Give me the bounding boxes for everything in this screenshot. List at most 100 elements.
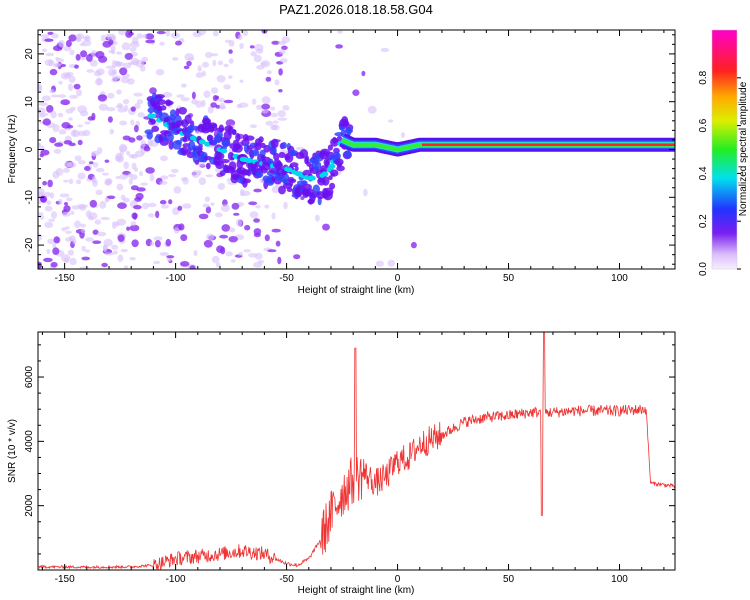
spectrogram-cell bbox=[165, 238, 172, 247]
spectrogram-cell bbox=[68, 178, 74, 185]
spectrogram-cell bbox=[271, 228, 281, 233]
colorbar-tick-label: 0.0 bbox=[698, 262, 709, 276]
spectrogram-cell bbox=[278, 68, 283, 76]
spectrogram-cell bbox=[96, 77, 102, 86]
spectrogram-cell bbox=[80, 223, 86, 228]
spectrogram-cell bbox=[111, 221, 117, 230]
spectrogram-cell bbox=[255, 204, 261, 209]
spectrogram-cell bbox=[201, 99, 206, 107]
spectrogram-cell bbox=[121, 42, 131, 51]
spectrogram-cell bbox=[58, 80, 63, 85]
spectrogram-cell bbox=[41, 48, 48, 53]
spectrogram-cell bbox=[38, 102, 48, 107]
spectrogram-cell bbox=[111, 75, 122, 80]
colorbar: 0.0 0.2 0.4 0.6 0.8 Normalized spectral ampl… bbox=[698, 29, 749, 276]
spectrogram-cell bbox=[235, 218, 243, 227]
spectrogram-cell bbox=[231, 202, 240, 210]
spectrogram-cell bbox=[352, 89, 360, 96]
spectrogram-cell bbox=[264, 204, 270, 209]
spectrogram-cell bbox=[100, 34, 107, 42]
spectrogram-cell bbox=[212, 95, 218, 102]
spectrogram-cell bbox=[147, 140, 154, 147]
spectrogram-cell bbox=[261, 108, 269, 114]
spectrogram-cell bbox=[274, 79, 280, 86]
x-tick-label: -100 bbox=[166, 574, 186, 585]
spectrogram-cell bbox=[249, 211, 259, 219]
spectrogram-cell bbox=[207, 105, 214, 114]
spectrogram-cell bbox=[114, 155, 123, 162]
spectrogram-cell bbox=[363, 188, 368, 197]
x-tick-label: 50 bbox=[503, 574, 515, 585]
spectrogram-cell bbox=[278, 49, 286, 55]
spectrogram-cell bbox=[136, 99, 144, 105]
spectrogram-cell bbox=[177, 205, 183, 211]
spectrogram-cell bbox=[159, 41, 165, 46]
spectrogram-cell bbox=[48, 59, 53, 67]
spectrogram-cell bbox=[116, 51, 123, 55]
spectrogram-cell bbox=[78, 160, 86, 165]
spectrogram-cell bbox=[106, 195, 116, 200]
x-tick-label: -150 bbox=[55, 574, 75, 585]
spectrogram-cell bbox=[175, 139, 182, 145]
spectrogram-cell bbox=[327, 144, 333, 151]
spectrogram-cell bbox=[191, 170, 201, 179]
spectrogram-cell bbox=[280, 58, 288, 63]
spectrogram-cell bbox=[66, 197, 73, 202]
spectrogram-cell bbox=[273, 152, 280, 161]
spectrogram-cell bbox=[123, 62, 132, 69]
spectrogram-cell bbox=[89, 199, 98, 208]
y-tick-label: 0 bbox=[24, 146, 35, 152]
spectrogram-cell bbox=[238, 251, 244, 256]
spectrogram-cell bbox=[215, 127, 225, 132]
spectrogram-cell bbox=[104, 159, 110, 163]
spectrogram-cell bbox=[300, 196, 305, 201]
spectrogram-cell bbox=[150, 241, 155, 246]
spectrogram-cell bbox=[246, 169, 252, 177]
spectrogram-cell bbox=[367, 105, 377, 114]
spectrogram-cell bbox=[261, 96, 271, 105]
spectrogram-cell bbox=[68, 75, 76, 83]
spectrogram-cell bbox=[58, 39, 65, 48]
spectrogram-cell bbox=[215, 152, 225, 161]
spectrogram-peak bbox=[308, 175, 316, 181]
spectrogram-cell bbox=[250, 51, 257, 57]
spectrogram-cell bbox=[267, 158, 274, 165]
spectrogram-cell bbox=[119, 150, 125, 157]
spectrogram-cell bbox=[117, 202, 127, 209]
spectrogram-cell bbox=[64, 226, 70, 230]
spectrogram-cell bbox=[334, 158, 344, 166]
spectrogram-cell bbox=[50, 261, 58, 268]
spectrogram-cell bbox=[38, 107, 46, 115]
spectrogram-cell bbox=[74, 155, 82, 161]
spectrogram-cell bbox=[270, 124, 278, 131]
spectrogram-cell bbox=[266, 70, 272, 75]
spectrogram-cell bbox=[70, 106, 76, 111]
spectrogram-cell bbox=[126, 150, 131, 156]
spectrogram-cell bbox=[160, 105, 167, 111]
spectrogram-cell bbox=[205, 206, 212, 214]
spectrogram-cell bbox=[80, 50, 88, 58]
spectrogram-cell bbox=[283, 201, 288, 210]
spectrogram-cell bbox=[221, 224, 231, 232]
spectrogram-cell bbox=[168, 199, 173, 205]
spectrogram-cell bbox=[73, 83, 81, 90]
spectrogram-cell bbox=[155, 69, 165, 76]
spectrogram-cell bbox=[322, 176, 330, 186]
spectrogram-cell bbox=[117, 254, 124, 262]
spectrogram-cell bbox=[101, 172, 110, 176]
spectrogram-cell bbox=[50, 94, 59, 98]
spectrogram-cell bbox=[86, 54, 93, 62]
spectrogram-cell bbox=[271, 212, 276, 220]
spectrogram-cell bbox=[195, 100, 203, 108]
y-tick-label: 4000 bbox=[24, 430, 35, 453]
spectrogram-cell bbox=[180, 146, 188, 156]
spectrogram-cell bbox=[198, 213, 209, 220]
spectrogram-cell bbox=[138, 171, 144, 177]
spectrogram-cell bbox=[142, 34, 148, 39]
spectrogram-cell bbox=[270, 138, 279, 148]
spectrogram-cell bbox=[67, 249, 75, 256]
spectrogram-cell bbox=[263, 144, 271, 153]
spectrogram-cell bbox=[50, 33, 59, 39]
spectrogram-cell bbox=[335, 44, 343, 49]
spectrogram-cell bbox=[242, 178, 251, 184]
